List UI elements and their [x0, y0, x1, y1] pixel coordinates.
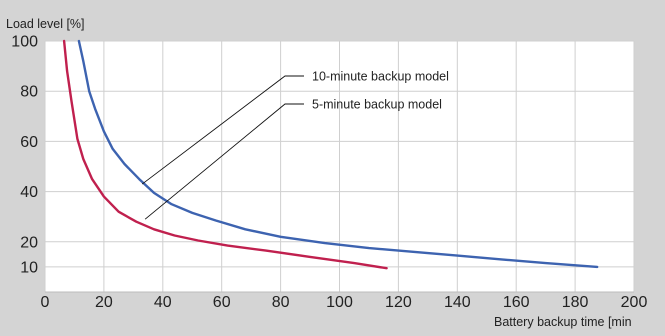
x-tick-label: 100 [326, 294, 353, 311]
x-tick-label: 40 [154, 294, 172, 311]
y-tick-label: 60 [20, 134, 38, 151]
series-line-10-minute [77, 39, 599, 269]
x-tick-label: 0 [41, 294, 50, 311]
annotation-label: 5-minute backup model [312, 98, 442, 112]
x-tick-label: 180 [562, 294, 589, 311]
y-tick-label: 100 [11, 34, 38, 51]
y-tick-label: 20 [20, 234, 38, 251]
y-tick-label: 40 [20, 184, 38, 201]
annotation-leader-line [144, 103, 304, 220]
x-axis-title: Battery backup time [min [494, 315, 632, 329]
x-tick-label: 140 [444, 294, 471, 311]
series-line-5-minute [62, 39, 388, 270]
annotation-leader-line [141, 75, 304, 185]
x-tick-label: 160 [503, 294, 530, 311]
x-tick-label: 120 [385, 294, 412, 311]
x-tick-label: 60 [213, 294, 231, 311]
x-tick-label: 20 [95, 294, 113, 311]
x-tick-label: 200 [621, 294, 648, 311]
y-tick-label: 80 [20, 84, 38, 101]
y-axis-title: Load level [%] [6, 17, 85, 31]
y-tick-label: 10 [20, 259, 38, 276]
x-tick-label: 80 [272, 294, 290, 311]
annotation-label: 10-minute backup model [312, 70, 449, 84]
